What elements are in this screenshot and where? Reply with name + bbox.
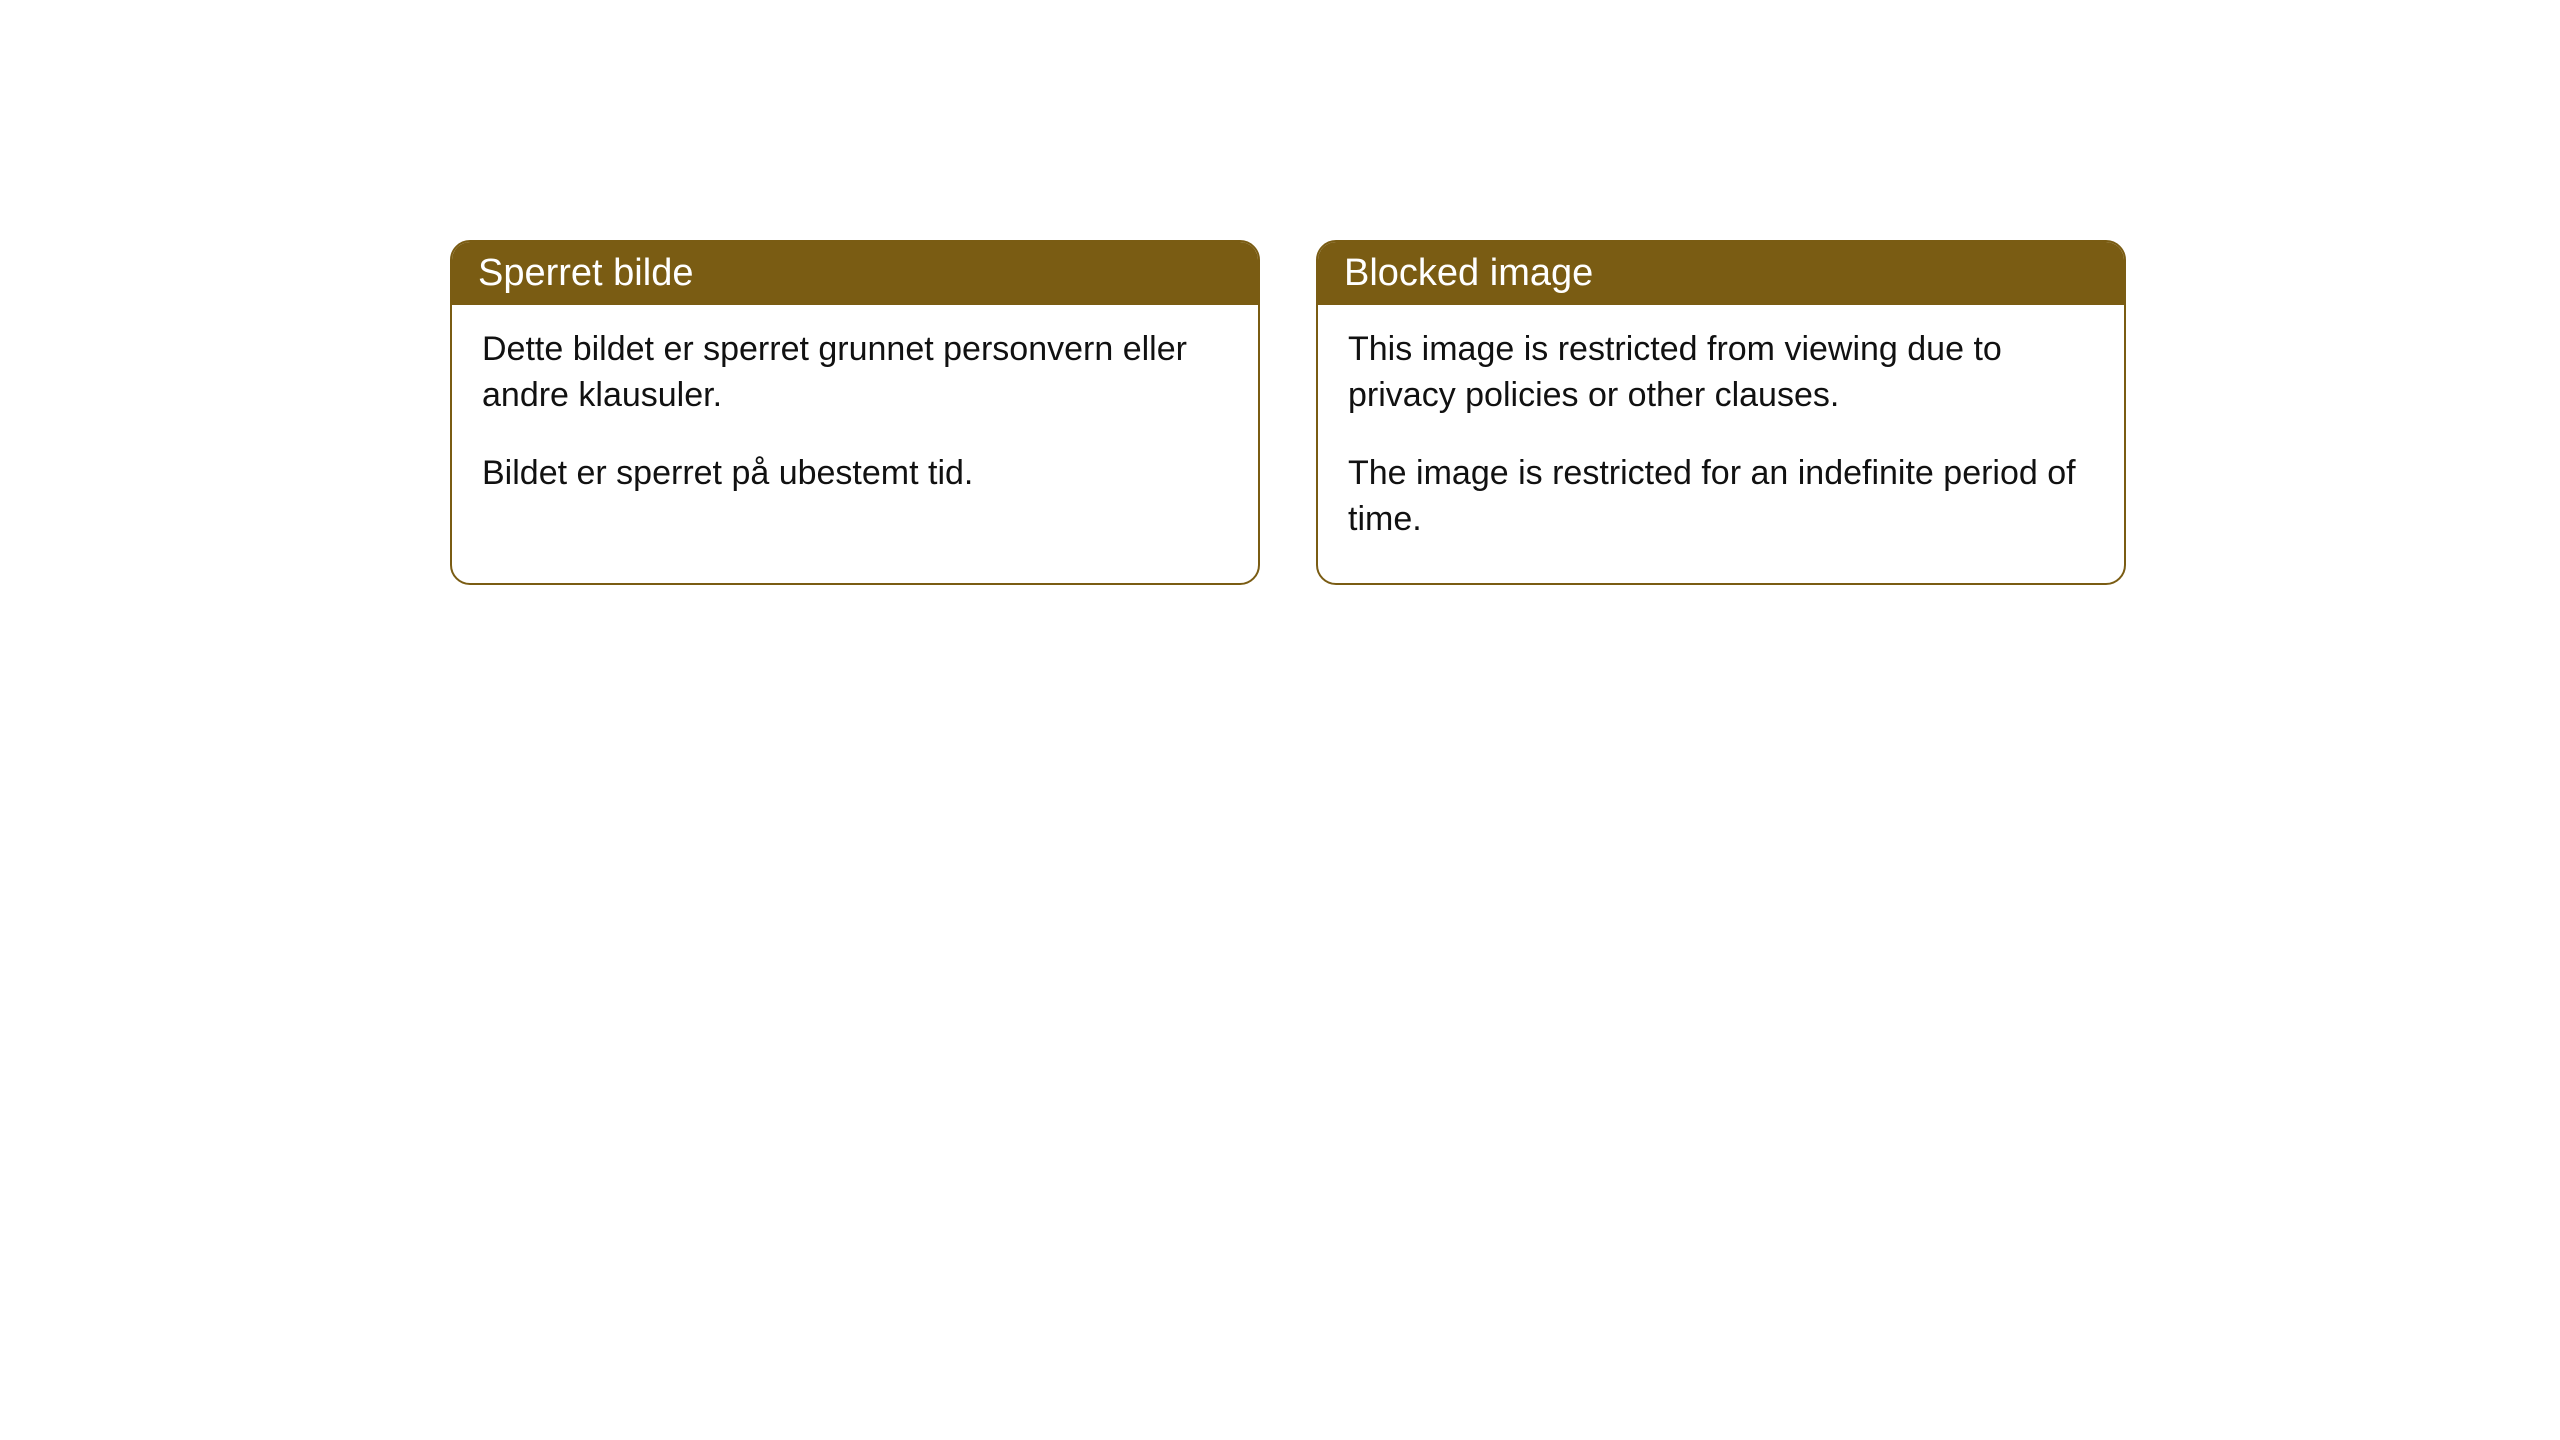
card-paragraph-1: Dette bildet er sperret grunnet personve… (482, 327, 1228, 419)
card-paragraph-2: The image is restricted for an indefinit… (1348, 451, 2094, 543)
card-title: Blocked image (1344, 252, 1593, 294)
card-english: Blocked image This image is restricted f… (1316, 240, 2126, 585)
card-paragraph-2: Bildet er sperret på ubestemt tid. (482, 451, 1228, 497)
card-norwegian: Sperret bilde Dette bildet er sperret gr… (450, 240, 1260, 585)
card-title: Sperret bilde (478, 252, 693, 294)
card-header-norwegian: Sperret bilde (452, 242, 1258, 305)
card-paragraph-1: This image is restricted from viewing du… (1348, 327, 2094, 419)
cards-container: Sperret bilde Dette bildet er sperret gr… (0, 0, 2560, 585)
card-body-english: This image is restricted from viewing du… (1318, 305, 2124, 583)
card-body-norwegian: Dette bildet er sperret grunnet personve… (452, 305, 1258, 537)
card-header-english: Blocked image (1318, 242, 2124, 305)
